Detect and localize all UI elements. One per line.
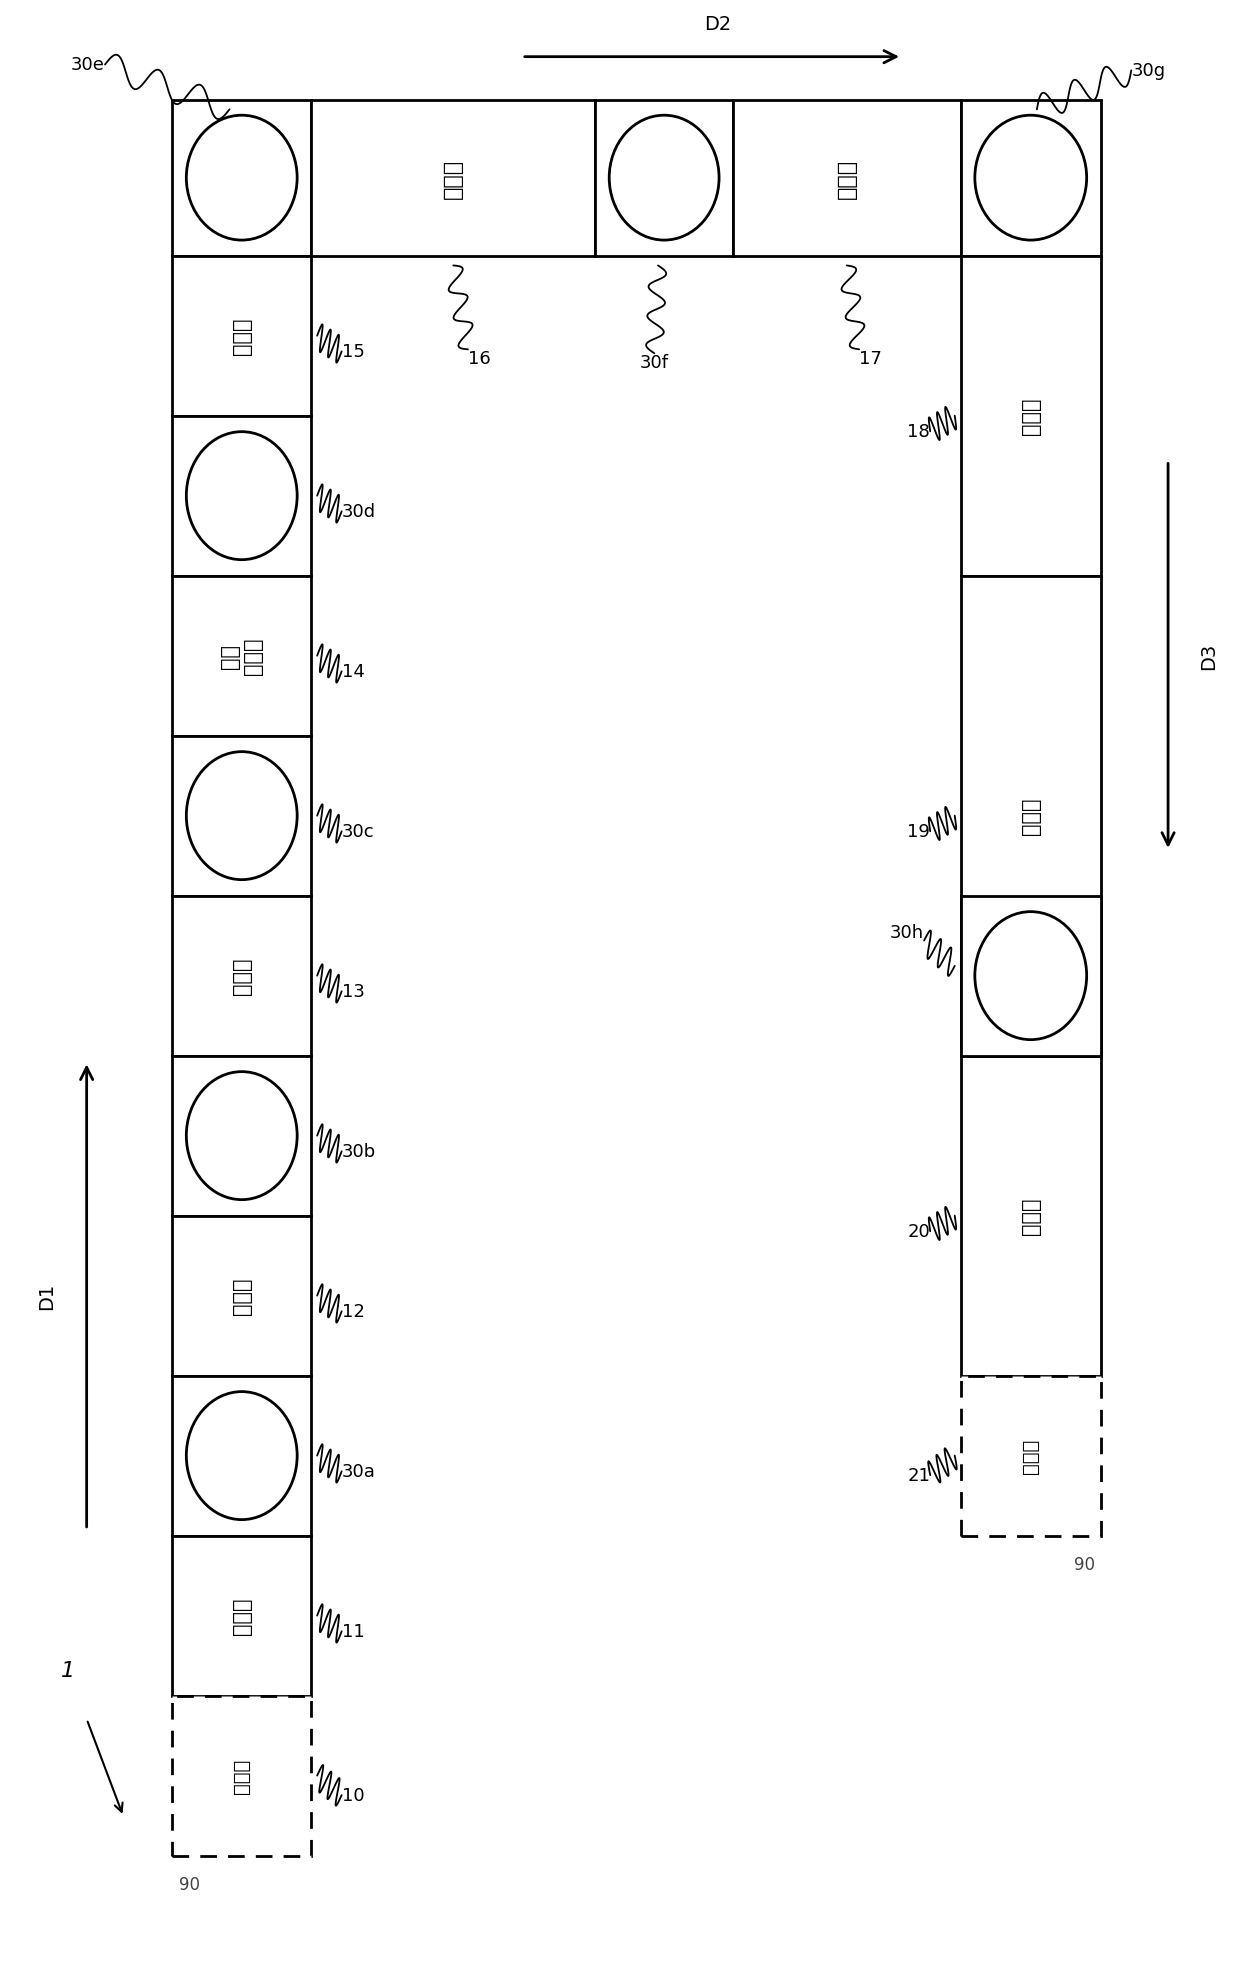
Bar bbox=[733, 100, 961, 257]
Bar bbox=[172, 257, 311, 416]
Bar bbox=[961, 575, 1101, 1057]
Ellipse shape bbox=[186, 1072, 298, 1200]
Text: 涂敬部: 涂敬部 bbox=[232, 956, 252, 996]
Text: 冲洗部: 冲洗部 bbox=[1021, 797, 1040, 835]
Text: 30b: 30b bbox=[342, 1143, 376, 1161]
Ellipse shape bbox=[186, 116, 298, 242]
Text: 13: 13 bbox=[342, 982, 365, 1002]
Text: 17: 17 bbox=[859, 350, 882, 367]
Text: 搞出部: 搞出部 bbox=[1022, 1438, 1040, 1473]
Ellipse shape bbox=[975, 911, 1086, 1041]
Bar bbox=[172, 1377, 311, 1536]
Text: 30c: 30c bbox=[342, 823, 374, 841]
Text: 减压
干燥部: 减压 干燥部 bbox=[221, 638, 263, 676]
Bar bbox=[311, 100, 595, 257]
Bar bbox=[961, 896, 1101, 1057]
Bar bbox=[172, 575, 311, 736]
Bar bbox=[961, 1377, 1101, 1536]
Text: 清洗部: 清洗部 bbox=[232, 1597, 252, 1634]
Text: 11: 11 bbox=[342, 1622, 365, 1640]
Text: 30h: 30h bbox=[890, 923, 924, 941]
Ellipse shape bbox=[186, 1392, 298, 1520]
Text: D2: D2 bbox=[704, 16, 732, 33]
Bar bbox=[961, 1057, 1101, 1377]
Text: 搞入部: 搞入部 bbox=[232, 1758, 252, 1793]
Text: 12: 12 bbox=[342, 1302, 365, 1320]
Text: 30g: 30g bbox=[1131, 63, 1166, 81]
Text: 曝光部: 曝光部 bbox=[837, 159, 857, 198]
Bar bbox=[172, 1695, 311, 1856]
Text: 烤干部: 烤干部 bbox=[232, 1277, 252, 1314]
Bar bbox=[961, 100, 1101, 257]
Bar bbox=[172, 896, 311, 1057]
Bar bbox=[172, 1057, 311, 1216]
Text: 显影部: 显影部 bbox=[1021, 399, 1040, 436]
Ellipse shape bbox=[609, 116, 719, 242]
Bar bbox=[172, 736, 311, 896]
Bar bbox=[595, 100, 733, 257]
Ellipse shape bbox=[975, 116, 1086, 242]
Text: 90: 90 bbox=[179, 1876, 200, 1893]
Bar bbox=[172, 416, 311, 575]
Text: 16: 16 bbox=[467, 350, 491, 367]
Text: 后烤部: 后烤部 bbox=[1021, 1198, 1040, 1235]
Text: D1: D1 bbox=[37, 1282, 56, 1310]
Text: 30d: 30d bbox=[342, 503, 376, 520]
Text: 30a: 30a bbox=[342, 1463, 376, 1481]
Text: 10: 10 bbox=[342, 1785, 365, 1805]
Bar bbox=[172, 1216, 311, 1377]
Text: D3: D3 bbox=[1199, 642, 1218, 670]
Text: 18: 18 bbox=[908, 422, 930, 442]
Bar bbox=[172, 100, 311, 257]
Text: 30e: 30e bbox=[71, 57, 105, 75]
Text: 缓冲部: 缓冲部 bbox=[443, 159, 464, 198]
Text: 90: 90 bbox=[1074, 1555, 1095, 1573]
Text: 14: 14 bbox=[342, 664, 365, 682]
Text: 前烤部: 前烤部 bbox=[232, 318, 252, 355]
Text: 1: 1 bbox=[61, 1660, 76, 1679]
Bar bbox=[961, 257, 1101, 575]
Text: 30f: 30f bbox=[640, 354, 668, 371]
Text: 19: 19 bbox=[908, 823, 930, 841]
Text: 15: 15 bbox=[342, 344, 365, 361]
Text: 20: 20 bbox=[908, 1224, 930, 1241]
Ellipse shape bbox=[186, 752, 298, 880]
Ellipse shape bbox=[186, 432, 298, 560]
Text: 21: 21 bbox=[908, 1467, 930, 1485]
Bar bbox=[172, 1536, 311, 1695]
